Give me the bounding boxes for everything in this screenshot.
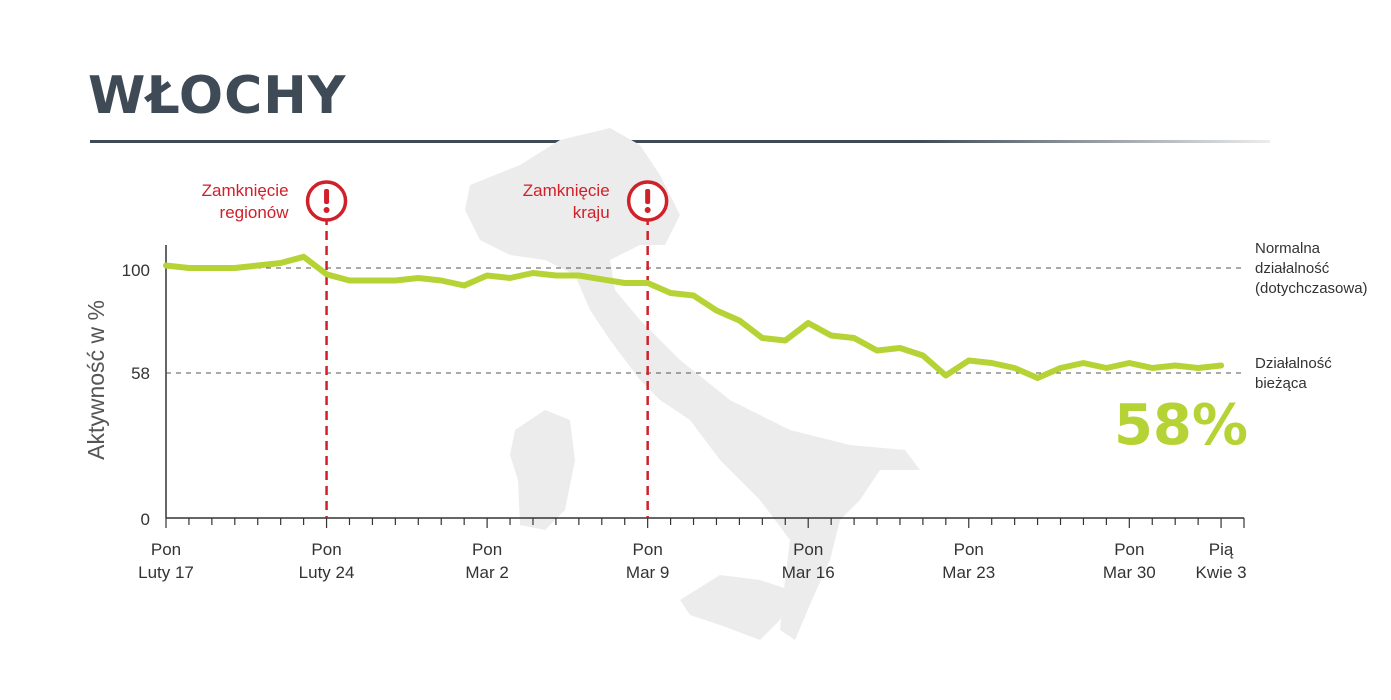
- y-tick-label-0: 0: [141, 510, 150, 529]
- x-tick-label-4-date: Mar 16: [782, 563, 835, 582]
- x-tick-label-0-day: Pon: [151, 540, 181, 559]
- x-minor-ticks: [165, 518, 1245, 528]
- x-tick-label-7-date: Kwie 3: [1196, 563, 1247, 582]
- event-markers: Zamknięcie regionów Zamknięcie kraju: [202, 180, 669, 518]
- x-tick-label-2-date: Mar 2: [465, 563, 508, 582]
- reference-line-labels: Normalna działalność (dotychczasowa) Działa…: [1255, 240, 1368, 392]
- x-tick-label-6-date: Mar 30: [1103, 563, 1156, 582]
- reference-label-1-line-0: Działalność: [1255, 355, 1332, 372]
- current-value-label: 58%: [1114, 393, 1248, 458]
- x-tick-label-7-day: Pią: [1209, 540, 1234, 559]
- x-tick-label-6-day: Pon: [1114, 540, 1144, 559]
- sardinia-shape: [510, 410, 575, 530]
- plot-axes: [165, 245, 1244, 519]
- x-tick-label-1-day: Pon: [311, 540, 341, 559]
- x-tick-label-3-date: Mar 9: [626, 563, 669, 582]
- italy-mainland-shape: [465, 128, 920, 640]
- x-tick-label-5-day: Pon: [954, 540, 984, 559]
- y-tick-label-100: 100: [122, 261, 150, 280]
- x-tick-label-4-day: Pon: [793, 540, 823, 559]
- alert-icon: [626, 180, 669, 222]
- event-label-1-line-1: kraju: [573, 203, 610, 222]
- y-tick-label-58: 58: [131, 364, 150, 383]
- x-tick-label-1-date: Luty 24: [299, 563, 355, 582]
- italy-map-background: [465, 128, 920, 640]
- y-axis-title: Aktywność w %: [83, 300, 109, 460]
- reference-label-0-line-2: (dotychczasowa): [1255, 280, 1368, 297]
- sicily-shape: [680, 575, 790, 640]
- x-tick-label-3-day: Pon: [633, 540, 663, 559]
- event-label-1-line-0: Zamknięcie: [523, 181, 610, 200]
- title-divider: [90, 140, 1270, 143]
- page-title: WŁOCHY: [88, 66, 347, 126]
- reference-label-0-line-1: działalność: [1255, 260, 1330, 277]
- alert-icon: [305, 180, 348, 222]
- x-tick-labels: Pon Luty 17 Pon Luty 24 Pon Mar 2 Pon Mar 9 Pon M…: [138, 540, 1246, 582]
- event-label-0-line-1: regionów: [220, 203, 290, 222]
- x-tick-label-2-day: Pon: [472, 540, 502, 559]
- reference-label-1-line-1: bieżąca: [1255, 375, 1307, 392]
- x-tick-label-0-date: Luty 17: [138, 563, 194, 582]
- event-label-0-line-0: Zamknięcie: [202, 181, 289, 200]
- activity-series-line: [163, 253, 1225, 381]
- reference-label-0-line-0: Normalna: [1255, 240, 1321, 257]
- x-tick-label-5-date: Mar 23: [942, 563, 995, 582]
